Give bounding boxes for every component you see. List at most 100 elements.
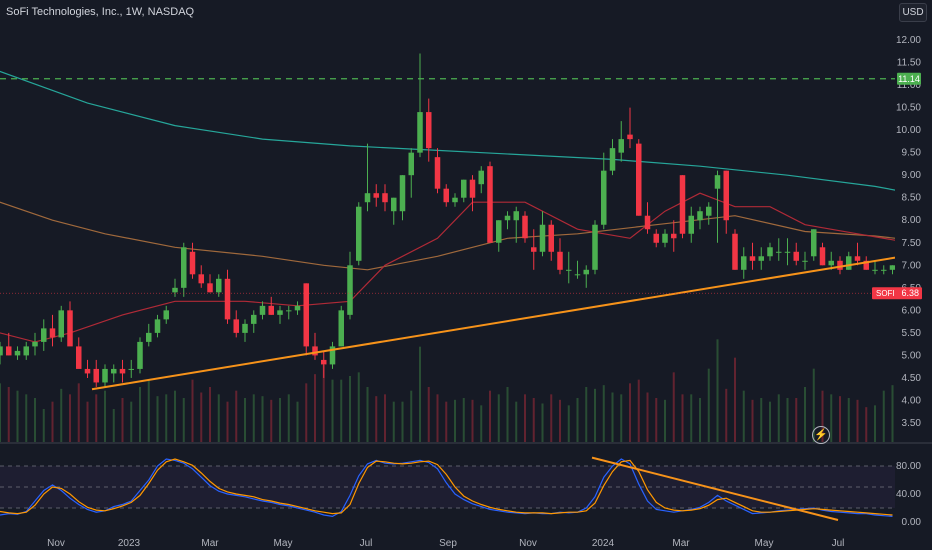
candle-body (627, 134, 633, 140)
volume-bar (734, 357, 736, 442)
volume-bar (445, 401, 448, 442)
candle-body (391, 197, 397, 212)
volume-bar (567, 405, 570, 442)
last-price-tag (872, 287, 922, 300)
candle (181, 242, 187, 297)
price-tick-label: 4.50 (902, 373, 922, 384)
volume-bar (690, 394, 693, 442)
candle (784, 238, 791, 266)
candle (32, 332, 38, 356)
volume-bar (340, 379, 343, 442)
candle (294, 301, 301, 315)
candle-body (181, 247, 187, 288)
lightning-icon[interactable]: ⚡ (812, 426, 830, 444)
volume-bar (847, 398, 850, 442)
candle-body (566, 269, 572, 271)
candle (84, 359, 91, 378)
candle (837, 256, 843, 275)
candle (14, 346, 21, 360)
volume-bar (77, 383, 80, 442)
volume-bar (427, 387, 430, 442)
volume-bar (497, 394, 500, 442)
candle (426, 98, 432, 162)
candle-body (671, 233, 677, 239)
volume-bar (165, 394, 168, 442)
candle-body (277, 310, 283, 315)
target-price-label: 11.14 (898, 74, 920, 84)
candle-body (198, 274, 204, 284)
candle-body (146, 332, 152, 342)
volume-bar (655, 398, 658, 442)
moving-average-line (0, 70, 932, 198)
candle (644, 202, 651, 234)
price-tick-label: 7.50 (902, 238, 922, 249)
candle-body (644, 215, 651, 230)
volume-bar (821, 390, 824, 442)
candle (697, 206, 703, 230)
candle-body (688, 215, 694, 234)
candle-body (478, 170, 484, 185)
price-tick-label: 10.00 (896, 125, 921, 136)
chart-overlays (0, 78, 896, 391)
candle-body (382, 193, 388, 203)
volume-bar (112, 409, 115, 442)
candle-body (548, 224, 554, 252)
oscillator-tick-label: 40.00 (896, 489, 921, 500)
candle (356, 202, 362, 266)
volume-bar (34, 398, 36, 442)
candle (592, 220, 598, 275)
candle (504, 211, 511, 230)
candle (154, 314, 161, 338)
candle-body (679, 175, 686, 234)
volume-bar (0, 383, 1, 442)
candle (119, 359, 126, 383)
moving-averages (0, 70, 932, 343)
volume-bar (489, 390, 491, 442)
candle-body (889, 265, 896, 270)
candle-body (93, 368, 99, 383)
oscillator-axis-bg (895, 444, 932, 534)
time-tick-label: Mar (201, 538, 219, 549)
candle (811, 229, 817, 261)
candle-body (207, 283, 213, 293)
candle (434, 148, 441, 194)
candle (872, 260, 878, 275)
volume-bar (541, 403, 544, 442)
volume-bar (235, 390, 238, 442)
candle (41, 319, 47, 351)
candle (172, 278, 178, 297)
candle (321, 350, 327, 378)
volume-bar (550, 394, 553, 442)
candle-body (504, 215, 511, 221)
candle (417, 53, 423, 158)
volume-bar (506, 387, 509, 442)
volume-bar (742, 390, 745, 442)
candle-body (41, 328, 47, 342)
candle-body (522, 215, 528, 239)
volume-bar (191, 379, 194, 442)
candle-body (592, 224, 598, 270)
price-tick-label: 7.00 (902, 260, 922, 271)
candlesticks (0, 53, 913, 387)
volume-bar (25, 394, 28, 442)
candle (854, 242, 861, 266)
volume-bar (86, 401, 89, 442)
candle (347, 251, 353, 320)
candle (364, 143, 371, 212)
volume-bar (891, 385, 894, 442)
candle-body (417, 112, 423, 153)
candle (93, 359, 99, 387)
candle (819, 242, 826, 266)
time-axis: Nov 2023 Mar May Jul Sep Nov 2024 Mar May Jul (0, 534, 932, 550)
volume-bar (60, 388, 63, 442)
volume-bar (366, 387, 369, 442)
candle-body (609, 148, 616, 171)
currency-button[interactable]: USD (899, 3, 927, 22)
candle (802, 251, 808, 270)
target-price-tag (897, 72, 921, 85)
volume-bar (156, 396, 159, 442)
time-tick-label: 2023 (118, 538, 141, 549)
volume-bar (279, 398, 281, 442)
volume-bar (559, 399, 561, 442)
